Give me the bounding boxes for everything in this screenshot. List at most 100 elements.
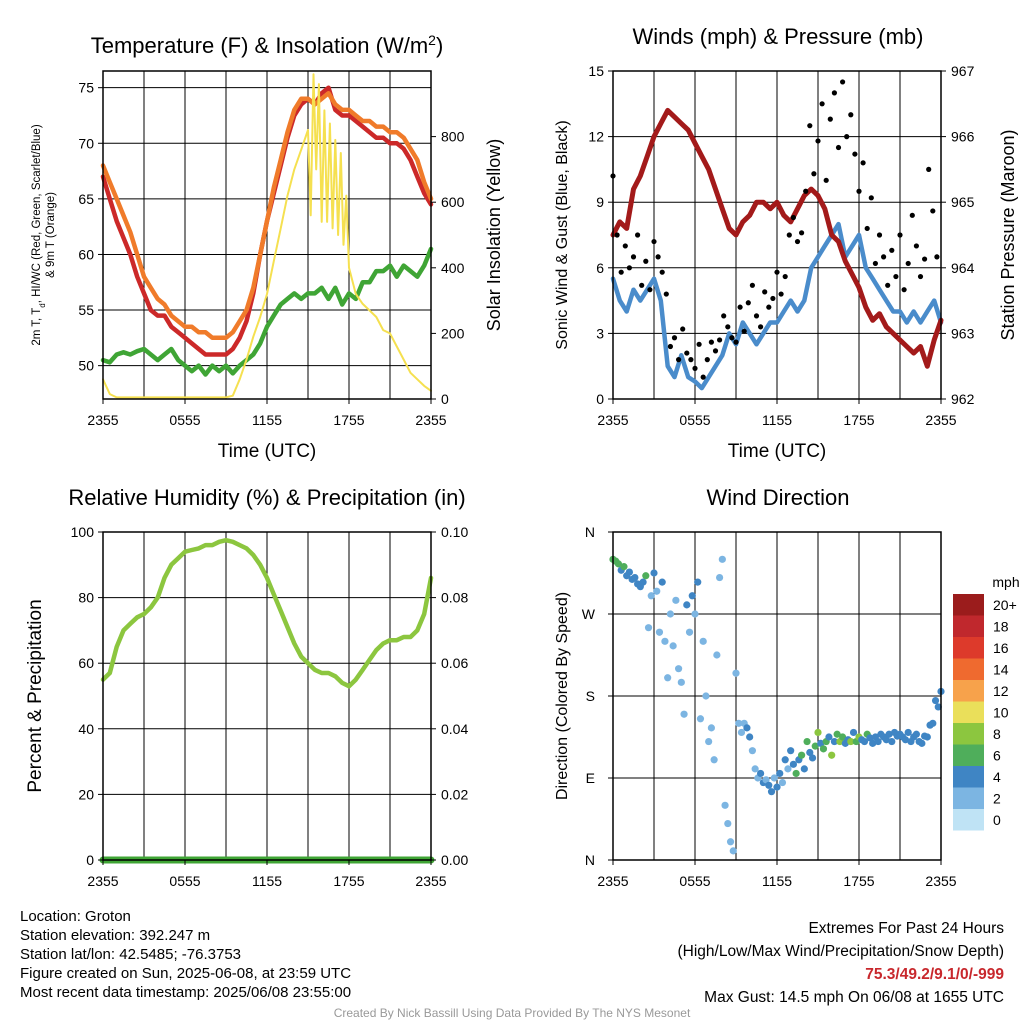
direction-point (811, 742, 819, 750)
direction-point (642, 572, 650, 580)
y-tick-label: 50 (78, 358, 94, 374)
gust-point (922, 256, 928, 262)
colorbar-swatch (953, 723, 984, 745)
x-tick-label: 0555 (679, 412, 710, 428)
direction-point (866, 734, 874, 742)
y-right-tick-label: 967 (951, 63, 975, 79)
direction-point (666, 610, 675, 618)
direction-point (655, 628, 664, 636)
gust-point (614, 232, 620, 238)
direction-point (691, 610, 699, 618)
gust-point (659, 269, 665, 275)
gust-point (823, 177, 829, 183)
direction-point (710, 756, 718, 764)
direction-point (849, 728, 858, 737)
gust-point (643, 258, 649, 264)
colorbar-label: 14 (993, 662, 1009, 678)
winds-series (610, 79, 944, 391)
direction-point (931, 696, 940, 705)
x-tick-label: 0555 (169, 873, 200, 889)
direction-point (882, 736, 890, 744)
gust-point (774, 269, 780, 275)
gust-point (725, 324, 731, 330)
gust-point (688, 357, 694, 363)
y-right-tick-label: 0.06 (441, 655, 468, 671)
direction-point (748, 747, 757, 755)
x-tick-label: 1155 (252, 412, 282, 428)
y-tick-label: 80 (78, 590, 94, 606)
gust-point (893, 273, 899, 280)
extremes-info: Extremes For Past 24 Hours (High/Low/Max… (678, 917, 1005, 1009)
gust-point (663, 291, 669, 297)
direction-point (699, 637, 707, 645)
winds-ylabel: Sonic Wind & Gust (Blue, Black) (554, 120, 571, 349)
y-tick-label: 0 (86, 852, 94, 868)
direction-point (814, 728, 822, 737)
temperature-ylabel-line2: & 9m T (Orange) (45, 192, 57, 278)
colorbar-unit: mph (992, 574, 1019, 590)
gust-point (680, 326, 686, 332)
gust-point (676, 357, 682, 363)
temperature-ticks: 2355 0555 1155 1755 2355 50 55 60 65 70 75 0 200 400 6… (78, 80, 464, 428)
gust-point (712, 348, 719, 354)
temperature-panel: Temperature (F) & Insolation (W/m2) 2355… (31, 32, 504, 462)
direction-point (620, 563, 628, 571)
y-tick-label: 20 (78, 786, 94, 802)
y-tick-label: 75 (78, 80, 94, 96)
location-text: Location: Groton (20, 908, 131, 925)
direction-point (658, 578, 666, 586)
direction-point (729, 847, 737, 855)
gust-point (827, 116, 833, 122)
direction-point (718, 555, 726, 563)
pressure-ylabel: Station Pressure (Maroon) (998, 129, 1018, 340)
gust-point (622, 243, 628, 249)
gust-point (926, 166, 932, 172)
gust-point (876, 232, 883, 238)
direction-point (767, 788, 776, 796)
direction-point (912, 730, 921, 738)
elevation-text: Station elevation: 392.247 m (20, 927, 211, 944)
colorbar-label: 16 (993, 640, 1009, 656)
direction-point (696, 715, 705, 723)
direction-point (828, 751, 836, 759)
temperature-title: Temperature (F) & Insolation (W/m2) (91, 32, 444, 58)
gust-point (872, 260, 879, 267)
direction-point (743, 724, 751, 732)
x-tick-label: 1155 (762, 873, 792, 889)
y-tick-label: 40 (78, 721, 94, 737)
direction-point (869, 739, 877, 747)
temperature-series (100, 73, 434, 399)
direction-point (688, 592, 696, 600)
direction-point (792, 769, 800, 778)
direction-point (839, 733, 847, 741)
wind-direction-title: Wind Direction (706, 485, 849, 510)
gust-point (864, 225, 870, 232)
colorbar-swatch (953, 766, 984, 788)
gust-point (639, 282, 645, 288)
colorbar-swatch (953, 680, 984, 702)
direction-point (798, 751, 806, 759)
solar-insolation-line (102, 73, 432, 399)
station-info: Location: Groton Station elevation: 392.… (20, 907, 351, 1002)
direction-point (808, 754, 817, 762)
y-right-tick-label: 0.00 (441, 852, 468, 868)
gust-point (852, 151, 858, 157)
gust-point (811, 171, 817, 177)
direction-point (677, 678, 685, 686)
y-right-tick-label: 800 (441, 129, 465, 145)
direction-point (918, 739, 926, 747)
9m-t-line (100, 90, 434, 341)
x-tick-label: 2355 (415, 873, 446, 889)
gust-point (913, 243, 920, 249)
direction-point (735, 719, 743, 727)
gust-point (889, 247, 895, 253)
direction-point (746, 733, 754, 741)
x-tick-label: 1755 (843, 873, 874, 889)
y-right-tick-label: 200 (441, 325, 465, 341)
direction-point (901, 736, 910, 744)
wind-direction-grid (613, 532, 941, 860)
direction-point (784, 765, 792, 773)
x-tick-label: 2355 (925, 873, 956, 889)
gust-point (700, 374, 706, 380)
direction-point (787, 747, 795, 755)
